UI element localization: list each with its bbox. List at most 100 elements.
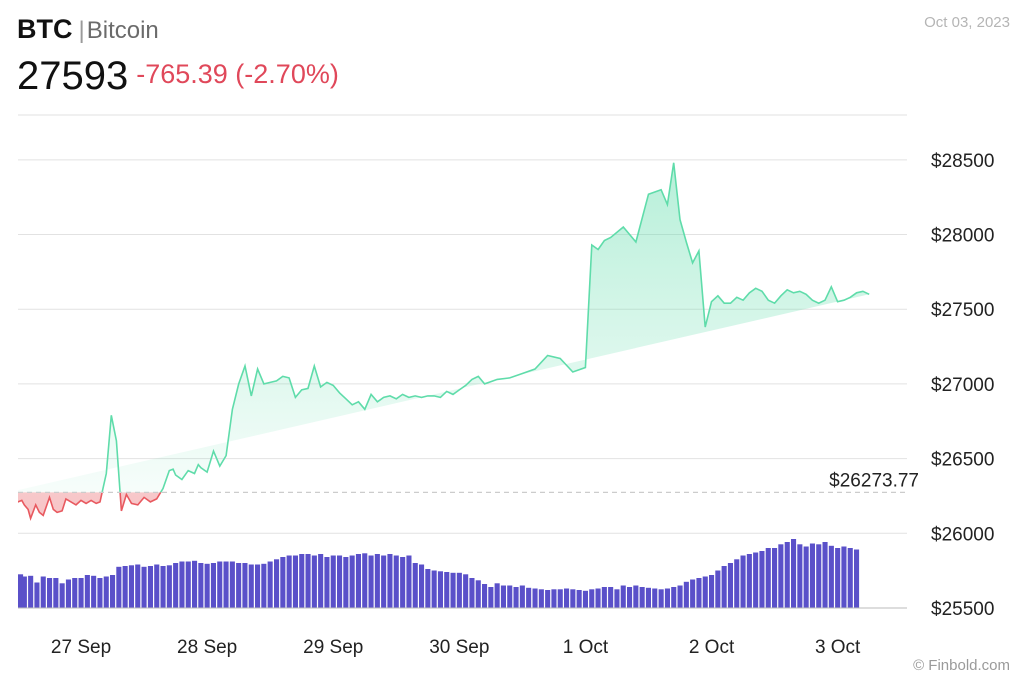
volume-bar [103, 576, 109, 608]
volume-bar [696, 578, 702, 608]
ticker-separator: | [78, 17, 85, 44]
volume-bar [324, 557, 330, 608]
volume-bar [582, 590, 588, 609]
volume-bar [482, 584, 488, 608]
x-tick-label: 3 Oct [815, 637, 861, 658]
volume-bar [116, 566, 122, 609]
volume-bar [513, 587, 519, 608]
volume-bar [255, 564, 261, 608]
volume-bar [198, 563, 204, 608]
price-series [18, 162, 870, 609]
volume-bar [223, 561, 229, 608]
volume-bar [28, 575, 34, 609]
volume-bar [381, 555, 387, 608]
volume-bar [803, 546, 809, 608]
volume-bar [18, 576, 24, 608]
volume-bar [734, 559, 740, 609]
volume-bar [500, 585, 506, 608]
volume-bar [280, 557, 286, 608]
y-tick-label: $25500 [931, 599, 994, 620]
volume-bar [664, 588, 670, 608]
volume-bar [620, 585, 626, 608]
volume-bar [545, 590, 551, 608]
volume-bar [475, 580, 481, 609]
volume-bar [406, 555, 412, 608]
volume-bar [551, 589, 557, 609]
ticker-header: BTC |Bitcoin [17, 14, 159, 45]
volume-bar [633, 585, 639, 608]
volume-bar [318, 554, 324, 608]
volume-bar [595, 588, 601, 608]
volume-bar [229, 561, 235, 608]
volume-bar [274, 559, 280, 609]
volume-bar [608, 587, 614, 608]
volume-bar [236, 563, 242, 608]
volume-bar [746, 554, 752, 608]
volume-bar [110, 575, 116, 608]
volume-bar [210, 563, 216, 608]
volume-bar [519, 585, 525, 608]
volume-bar [400, 557, 406, 608]
volume-bar [192, 560, 198, 609]
volume-bar [305, 554, 311, 608]
volume-bar [847, 548, 853, 608]
x-tick-label: 27 Sep [51, 637, 111, 658]
volume-bar [292, 555, 298, 608]
volume-bar [412, 563, 418, 608]
price-line-up [101, 162, 870, 493]
volume-bar [355, 554, 361, 608]
volume-bar [532, 588, 538, 608]
volume-bar [784, 542, 790, 608]
volume-bar [286, 555, 292, 608]
volume-bar [765, 548, 771, 608]
y-tick-label: $27000 [931, 375, 994, 396]
volume-bar [727, 563, 733, 608]
volume-bar [65, 579, 71, 608]
price-change: -765.39 (-2.70%) [136, 59, 339, 89]
x-tick-label: 30 Sep [429, 637, 489, 658]
price-row: 27593 -765.39 (-2.70%) [17, 54, 339, 99]
volume-bar [507, 585, 513, 608]
volume-bar [444, 572, 450, 608]
volume-bar [809, 543, 815, 608]
volume-bar [154, 564, 160, 608]
volume-bar [671, 587, 677, 608]
volume-bar [683, 581, 689, 609]
volume-bar [362, 553, 368, 609]
volume-bar [91, 575, 97, 609]
volume-bar [463, 574, 469, 609]
volume-bar [248, 564, 254, 608]
volume-bar [538, 589, 544, 609]
volume-bar [645, 587, 651, 609]
current-price: 27593 [17, 54, 129, 98]
volume-bar [456, 572, 462, 609]
area-above-reference [18, 162, 870, 493]
volume-bar [759, 551, 765, 608]
x-tick-label: 1 Oct [563, 637, 609, 658]
volume-bar [217, 561, 223, 608]
y-tick-label: $28000 [931, 226, 994, 247]
volume-bar [21, 576, 27, 608]
volume-bar [267, 561, 273, 608]
volume-bar [564, 588, 570, 608]
volume-bar [702, 576, 708, 608]
volume-bar [570, 589, 576, 609]
volume-bar [242, 563, 248, 608]
volume-bar [652, 588, 658, 608]
volume-bar [791, 539, 797, 608]
x-tick-label: 28 Sep [177, 637, 237, 658]
volume-bar [368, 555, 374, 608]
ticker-symbol: BTC [17, 14, 73, 44]
volume-bar [690, 579, 696, 608]
volume-bar [311, 555, 317, 608]
volume-bar [387, 554, 393, 608]
volume-bar [772, 548, 778, 608]
volume-bar [822, 542, 828, 608]
y-tick-label: $27500 [931, 300, 994, 321]
volume-bar [841, 546, 847, 608]
volume-bar [469, 578, 475, 608]
volume-bar [740, 555, 746, 608]
volume-bar [179, 561, 185, 608]
volume-bar [204, 563, 210, 609]
